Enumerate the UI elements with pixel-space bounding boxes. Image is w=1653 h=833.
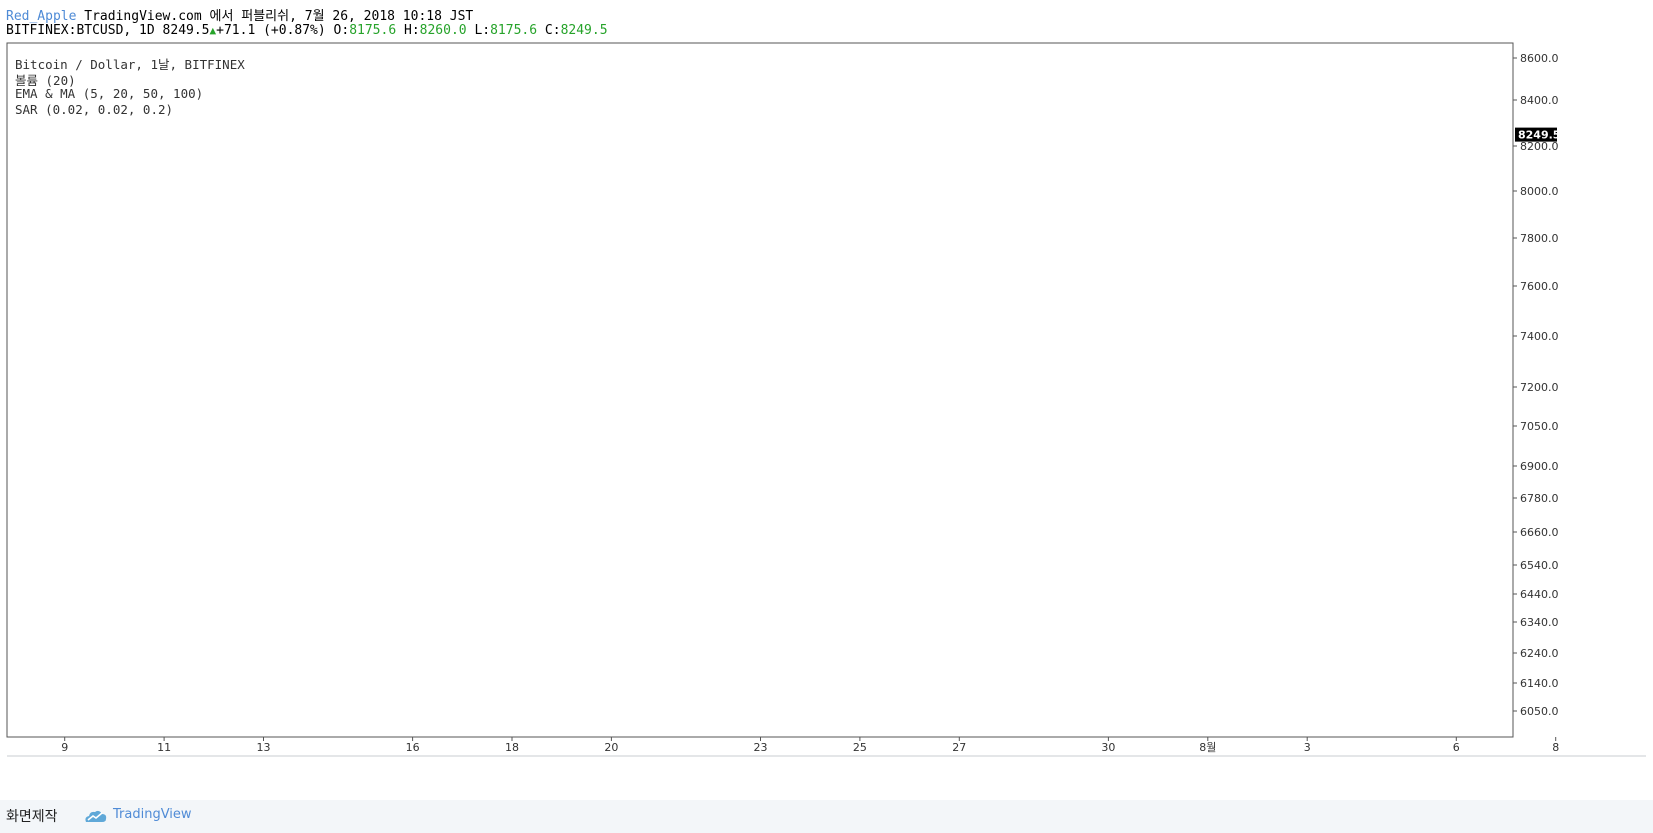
chart-publish-header: Red_Apple TradingView.com 에서 퍼블리쉬, 7월 26… (6, 5, 473, 24)
price-tick-label: 6900.0 (1520, 460, 1559, 473)
time-tick-label: 16 (406, 741, 420, 754)
price-tick-label: 7600.0 (1520, 280, 1559, 293)
price-tick-label: 7050.0 (1520, 420, 1559, 433)
time-tick-label: 23 (754, 741, 768, 754)
ohlc-header: BITFINEX:BTCUSD, 1D 8249.5▲+71.1 (+0.87%… (6, 23, 608, 38)
last-price-tag-label: 8249.5 (1518, 129, 1560, 142)
price-change: +71.1 (+0.87%) (216, 23, 326, 38)
time-tick-label: 11 (157, 741, 171, 754)
time-tick-label: 20 (604, 741, 618, 754)
price-tick-label: 8000.0 (1520, 185, 1559, 198)
low-value: 8175.6 (490, 23, 538, 38)
time-tick-label: 25 (853, 741, 867, 754)
open-value: 8175.6 (349, 23, 397, 38)
price-tick-label: 6340.0 (1520, 616, 1559, 629)
price-tick-label: 7400.0 (1520, 330, 1559, 343)
time-tick-label: 8 (1552, 741, 1559, 754)
author-name[interactable]: Red_Apple (6, 9, 77, 24)
high-value: 8260.0 (419, 23, 467, 38)
price-tick-label: 7800.0 (1520, 232, 1559, 245)
price-tick-label: 8200.0 (1520, 140, 1559, 153)
low-label: L: (474, 23, 491, 38)
legend-ema-ma: EMA & MA (5, 20, 50, 100) (15, 86, 204, 101)
legend-sar: SAR (0.02, 0.02, 0.2) (15, 102, 174, 117)
tradingview-link[interactable]: TradingView (113, 807, 192, 822)
price-tick-label: 8400.0 (1520, 94, 1559, 107)
footer-caption: 화면제작 (6, 809, 58, 825)
price-chart[interactable]: 8600.0 8400.0 8200.0 8000.0 7800.0 7600.0 7400… (0, 0, 1653, 800)
time-tick-label: 8월 (1199, 741, 1216, 754)
close-label: C: (544, 23, 561, 38)
up-arrow-icon: ▲ (209, 24, 217, 37)
price-tick-label: 7200.0 (1520, 381, 1559, 394)
open-label: O: (333, 23, 350, 38)
time-tick-label: 9 (61, 741, 68, 754)
close-value: 8249.5 (560, 23, 608, 38)
time-tick-label: 27 (952, 741, 966, 754)
price-tick-label: 6660.0 (1520, 526, 1559, 539)
time-tick-label: 3 (1304, 741, 1311, 754)
time-tick-label: 13 (257, 741, 271, 754)
tradingview-cloud-icon (85, 810, 107, 822)
last-price-tag (1515, 127, 1557, 142)
time-tick-label: 18 (505, 741, 519, 754)
legend-symbol: Bitcoin / Dollar, 1날, BITFINEX (15, 57, 245, 72)
high-label: H: (404, 23, 420, 38)
price-tick-label: 6540.0 (1520, 559, 1559, 572)
price-tick-label: 8600.0 (1520, 52, 1559, 65)
publish-info: TradingView.com 에서 퍼블리쉬, 7월 26, 2018 10:… (84, 9, 474, 24)
last-price: 8249.5 (162, 23, 210, 38)
symbol-label: BITFINEX:BTCUSD, 1D (6, 23, 155, 38)
price-tick-label: 6440.0 (1520, 588, 1559, 601)
footer-bar: 화면제작 TradingView (0, 800, 1653, 833)
time-tick-label: 6 (1453, 741, 1460, 754)
time-tick-label: 30 (1101, 741, 1115, 754)
price-tick-label: 6140.0 (1520, 677, 1559, 690)
legend-volume: 볼륨 (20) (15, 73, 76, 88)
price-tick-label: 6780.0 (1520, 492, 1559, 505)
price-tick-label: 6240.0 (1520, 647, 1559, 660)
plot-frame (6, 42, 1514, 738)
price-tick-label: 6050.0 (1520, 705, 1559, 718)
